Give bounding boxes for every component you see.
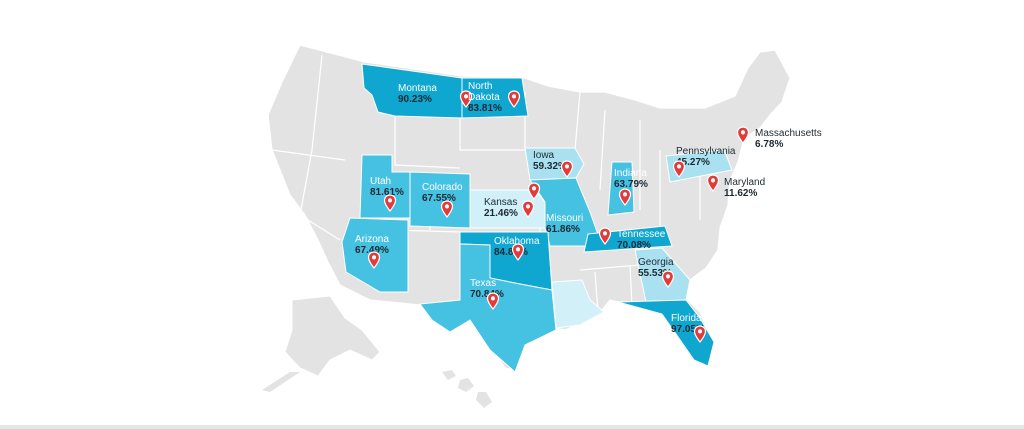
- state-name: Texas: [470, 278, 497, 289]
- state-shape-louisiana[interactable]: [551, 279, 605, 329]
- state-label-maryland: Maryland 11.62%: [724, 177, 765, 199]
- map-pin-icon[interactable]: [459, 90, 473, 108]
- state-value: 97.05%: [671, 324, 705, 335]
- state-shape-texas[interactable]: [419, 243, 557, 373]
- state-value: 63.79%: [614, 179, 648, 190]
- state-label-massachusetts: Massachusetts 6.78%: [755, 128, 822, 150]
- state-name: Georgia: [638, 257, 674, 268]
- state-value: 45.27%: [676, 157, 710, 168]
- state-value: 84.85%: [494, 247, 528, 258]
- state-label-utah: Utah 81.61%: [370, 176, 404, 198]
- map-pin-icon[interactable]: [560, 160, 574, 178]
- state-value: 90.23%: [398, 94, 432, 105]
- map-pin-icon[interactable]: [527, 182, 541, 200]
- state-label-colorado: Colorado 67.55%: [422, 182, 463, 204]
- map-pin-icon[interactable]: [618, 188, 632, 206]
- state-name: Colorado: [422, 182, 463, 193]
- state-label-kansas: Kansas 21.46%: [484, 197, 518, 219]
- map-pin-icon[interactable]: [598, 227, 612, 245]
- map-pin-icon[interactable]: [706, 174, 720, 192]
- map-pin-icon[interactable]: [486, 292, 500, 310]
- map-pin-icon[interactable]: [521, 200, 535, 218]
- bottom-divider: [0, 425, 1024, 429]
- state-label-pennsylvania: Pennsylvania 45.27%: [676, 146, 735, 168]
- state-shape-florida[interactable]: [617, 299, 715, 367]
- state-name: Kansas: [484, 197, 518, 208]
- state-name: Utah: [370, 176, 392, 187]
- state-name: Florida: [671, 313, 702, 324]
- state-value: 55.53%: [638, 268, 672, 279]
- state-name: Maryland: [724, 177, 766, 188]
- state-name: Missouri: [546, 213, 584, 224]
- state-value: 67.49%: [355, 245, 389, 256]
- state-label-arizona: Arizona 67.49%: [355, 234, 389, 256]
- state-value: 70.08%: [617, 240, 651, 251]
- map-pin-icon[interactable]: [693, 325, 707, 343]
- state-label-montana: Montana 90.23%: [398, 83, 437, 105]
- map-pin-icon[interactable]: [383, 194, 397, 212]
- state-value: 67.55%: [422, 193, 456, 204]
- state-name: Arizona: [355, 234, 389, 245]
- state-value: 59.32%: [533, 161, 567, 172]
- state-label-oklahoma: Oklahoma 84.85%: [494, 236, 540, 258]
- state-name: North: [468, 81, 493, 92]
- state-name: Oklahoma: [494, 236, 540, 247]
- state-name: Dakota: [468, 92, 500, 103]
- state-name: Indiana: [614, 168, 647, 179]
- map-pin-icon[interactable]: [507, 90, 521, 108]
- map-pin-icon[interactable]: [661, 270, 675, 288]
- state-name: Montana: [398, 83, 437, 94]
- state-value: 81.61%: [370, 187, 404, 198]
- state-label-texas: Texas 70.84%: [470, 278, 504, 300]
- state-label-north-dakota: North Dakota 83.81%: [468, 81, 502, 114]
- state-name: Massachusetts: [755, 128, 822, 139]
- state-value: 61.86%: [546, 224, 580, 235]
- state-value: 6.78%: [755, 139, 784, 150]
- state-borders: [271, 54, 701, 313]
- alaska-shape: [284, 295, 381, 377]
- state-name: Iowa: [533, 150, 555, 161]
- map-pin-icon[interactable]: [367, 251, 381, 269]
- state-value: 21.46%: [484, 208, 518, 219]
- state-shape-north-dakota[interactable]: [461, 77, 529, 119]
- map-pin-icon[interactable]: [511, 243, 525, 261]
- state-label-tennessee: Tennessee 70.08%: [617, 229, 665, 251]
- state-name: Tennessee: [617, 229, 666, 240]
- state-value: 11.62%: [724, 188, 758, 199]
- map-pin-icon[interactable]: [672, 160, 686, 178]
- state-label-iowa: Iowa 59.32%: [533, 150, 567, 172]
- map-pin-icon[interactable]: [440, 200, 454, 218]
- state-value: 83.81%: [468, 103, 502, 114]
- state-shape-pennsylvania[interactable]: [665, 149, 733, 183]
- state-label-missouri: Missouri 61.86%: [546, 213, 583, 235]
- state-name: Pennsylvania: [676, 146, 736, 157]
- hawaii-shape: [442, 370, 492, 408]
- state-label-indiana: Indiana 63.79%: [614, 168, 648, 190]
- map-pin-icon[interactable]: [736, 126, 750, 144]
- state-label-florida: Florida 97.05%: [671, 313, 705, 335]
- state-label-georgia: Georgia 55.53%: [638, 257, 674, 279]
- state-value: 70.84%: [470, 289, 504, 300]
- alaska-tail: [262, 372, 300, 392]
